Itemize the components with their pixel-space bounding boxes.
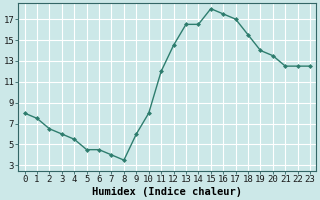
X-axis label: Humidex (Indice chaleur): Humidex (Indice chaleur) xyxy=(92,186,242,197)
